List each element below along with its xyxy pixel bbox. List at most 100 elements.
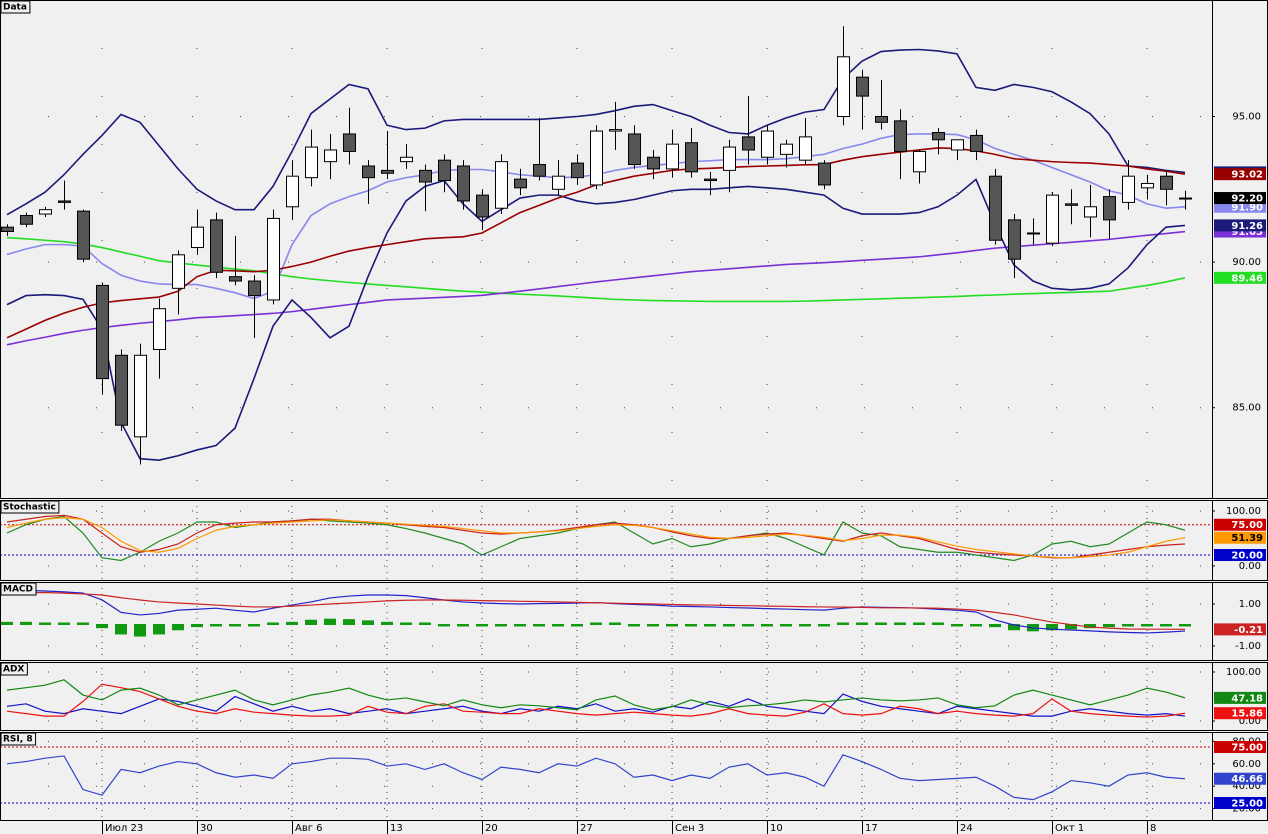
y-tick-label: 0.00 [1239,561,1261,572]
candle-body [77,210,90,260]
value-box [1214,796,1266,809]
value-box-label: 93.02 [1231,170,1263,181]
x-tick-label: Июл 23 [105,823,143,834]
panel-title-box [0,582,37,596]
panel-frame [0,0,1268,499]
candle-body [571,162,584,179]
histogram-bar [495,623,507,627]
histogram-bar [913,622,925,625]
value-box [1214,548,1266,561]
x-tick-label: Окт 1 [1055,823,1084,834]
candle-body [305,146,318,179]
histogram-bar [1179,623,1191,627]
panel-title-box [0,662,28,676]
value-box-label: 75.00 [1231,520,1263,531]
candle-body [96,284,109,380]
histogram-bar [1008,623,1020,631]
histogram-bar [970,623,982,627]
value-box-label: 46.66 [1231,774,1263,785]
histogram-bar [514,623,526,627]
histogram-bar [210,623,222,627]
candle-body [704,178,717,182]
candle-body [989,175,1002,241]
y-tick-label: 90.00 [1232,257,1261,268]
plot-area [1,733,1212,820]
panel: 1.00 -1.00 MACD [0,582,1268,661]
candle-body [115,354,128,426]
histogram-bar [647,623,659,627]
histogram-bar [96,623,108,629]
value-box-label: 92.20 [1231,194,1263,205]
histogram-bar [1141,623,1153,627]
value-box [1214,518,1266,531]
candle-body [1103,196,1116,221]
candle-body [457,165,470,202]
panel-title-box [0,0,31,14]
series-line [6,48,1186,216]
histogram-bar [704,623,716,627]
series-line [6,514,1186,559]
histogram-bar [305,619,317,625]
histogram-bar [818,623,830,627]
candle-body [590,130,603,186]
candle-body [248,280,261,297]
value-box [1214,707,1266,720]
candle-body [20,215,33,225]
candle-body [723,146,736,171]
series-line [6,230,1186,346]
candle-body [39,209,52,215]
histogram-bar [1046,623,1058,631]
x-tick-label: Авг 6 [295,823,323,834]
series-line [6,679,1186,711]
histogram-bar [191,623,203,628]
candle-body [951,139,964,151]
histogram-bar [286,621,298,625]
histogram-bar [58,622,70,625]
histogram-bar [723,623,735,627]
candle-body [666,143,679,170]
series-line [6,683,1186,718]
histogram-bar [324,618,336,625]
histogram-bar [400,622,412,625]
value-box-label: 91.26 [1231,221,1263,232]
x-tick-label: 27 [580,823,593,834]
histogram-bar [115,623,127,635]
histogram-bar [609,622,621,625]
candle-body [267,217,280,301]
value-box [1214,691,1266,704]
candle-body [875,115,888,123]
y-tick-label: 95.00 [1232,111,1261,122]
candle-body [210,219,223,273]
histogram-bar [666,623,678,627]
candle-body [1027,232,1040,235]
y-tick-label: 1.00 [1239,599,1261,610]
candle-body [970,134,983,152]
value-box [1214,772,1266,785]
series-line [6,591,1186,630]
histogram-bar [1160,623,1172,627]
candle-body [400,156,413,163]
histogram-bar [761,623,773,627]
panel-frame [0,662,1268,731]
x-tick-label: 30 [200,823,213,834]
histogram-bar [381,621,393,625]
y-tick-label: 100.00 [1226,667,1261,678]
series-line [6,754,1186,801]
candle-body [343,133,356,152]
value-box-label: -0.21 [1234,625,1263,636]
plot-area [1,1,1212,498]
candle-body [153,308,166,350]
candle-body [286,175,299,208]
value-box [1214,271,1266,284]
histogram-bar [1065,623,1077,630]
histogram-bar [229,623,241,627]
histogram-bar [134,623,146,637]
candle-body [780,143,793,155]
y-tick-label: 60.00 [1232,759,1261,770]
candle-body [324,149,337,163]
histogram-bar [419,622,431,625]
histogram-bar [571,623,583,627]
value-box-label: 91.05 [1231,227,1263,238]
candle-body [134,354,147,438]
